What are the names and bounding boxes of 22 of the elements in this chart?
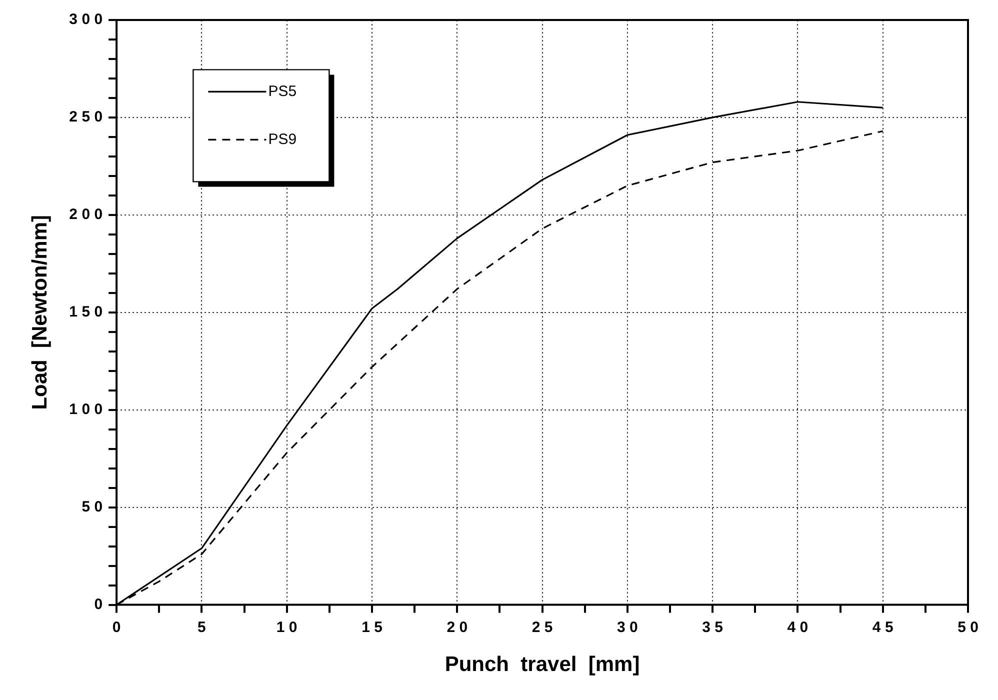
x-tick-label: 5 — [198, 618, 206, 636]
x-tick-label: 2 5 — [532, 618, 553, 636]
x-tick-label: 5 0 — [958, 618, 978, 636]
x-tick-label: 1 0 — [276, 618, 298, 636]
x-tick-label: 3 0 — [616, 618, 638, 636]
x-tick-label: 3 5 — [702, 618, 723, 636]
legend-label: PS5 — [268, 82, 297, 100]
y-tick-label: 2 0 0 — [69, 206, 103, 224]
x-tick-label: 4 0 — [787, 618, 808, 636]
y-axis-title: Load [Newton/mm] — [28, 214, 52, 410]
y-tick-label: 1 5 0 — [69, 304, 103, 321]
x-axis-title: Punch travel [mm] — [444, 653, 640, 676]
y-tick-label: 2 5 0 — [69, 108, 103, 126]
y-tick-label: 3 0 0 — [69, 11, 103, 28]
x-tick-label: 4 5 — [872, 618, 894, 636]
y-tick-label: 0 — [94, 596, 103, 613]
x-tick-label: 2 0 — [446, 618, 468, 636]
y-tick-label: 1 0 0 — [69, 401, 103, 418]
legend-label: PS9 — [268, 130, 297, 148]
y-tick-label: 5 0 — [82, 498, 103, 516]
x-tick-label: 1 5 — [362, 618, 382, 636]
x-tick-label: 0 — [112, 618, 121, 636]
